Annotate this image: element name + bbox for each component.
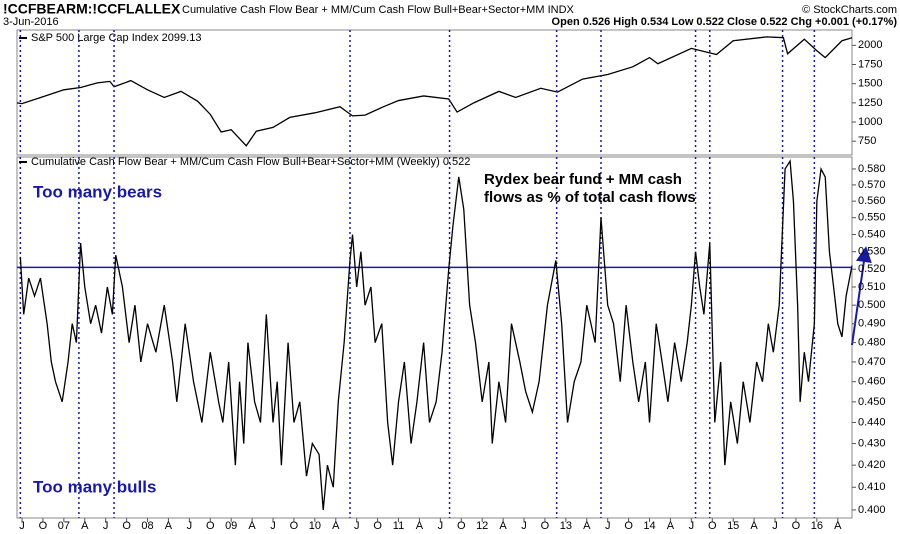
y-tick-label: 0.440 xyxy=(858,416,886,428)
y-tick-label: 0.520 xyxy=(858,263,886,275)
y-tick-label: 0.480 xyxy=(858,337,886,349)
x-tick-label: 07 xyxy=(58,520,70,532)
x-tick-label: 08 xyxy=(141,520,153,532)
legend-label: S&P 500 Large Cap Index 2099.13 xyxy=(31,32,201,44)
x-tick-label: J xyxy=(605,520,611,532)
x-tick-label: 10 xyxy=(309,520,321,532)
y-tick-label: 0.540 xyxy=(858,228,886,240)
arrow xyxy=(851,246,872,346)
x-tick-label: J xyxy=(354,520,360,532)
y-tick-label: 0.580 xyxy=(858,163,886,175)
annotation: Rydex bear fund + MM cash xyxy=(484,171,682,188)
x-tick-label: J xyxy=(270,520,276,532)
x-tick-label: O xyxy=(122,520,131,532)
y-tick-label: 0.530 xyxy=(858,246,886,258)
y-tick-label: 0.570 xyxy=(858,179,886,191)
y-tick-label: 1000 xyxy=(858,116,882,128)
x-tick-label: 13 xyxy=(560,520,572,532)
x-tick-label: A xyxy=(499,520,507,532)
series-line xyxy=(16,36,853,147)
annotation: Too many bulls xyxy=(33,477,156,496)
legend-label: Cumulative Cash Flow Bear + MM/Cum Cash … xyxy=(31,156,470,168)
x-tick-label: J xyxy=(521,520,527,532)
x-tick-label: O xyxy=(290,520,299,532)
x-tick-label: O xyxy=(624,520,633,532)
x-tick-label: A xyxy=(332,520,340,532)
y-tick-label: 2000 xyxy=(858,39,882,51)
x-tick-label: 12 xyxy=(476,520,488,532)
x-tick-label: A xyxy=(667,520,675,532)
x-tick-label: O xyxy=(792,520,801,532)
y-tick-label: 0.400 xyxy=(858,504,886,516)
annotation: flows as % of total cash flows xyxy=(484,189,696,206)
y-tick-label: 1250 xyxy=(858,97,882,109)
y-tick-label: 0.410 xyxy=(858,481,886,493)
x-tick-label: 14 xyxy=(643,520,655,532)
top-panel xyxy=(16,29,853,156)
x-tick-label: A xyxy=(583,520,591,532)
x-tick-label: J xyxy=(187,520,193,532)
series-line xyxy=(19,159,853,510)
x-tick-label: O xyxy=(457,520,466,532)
y-tick-label: 0.450 xyxy=(858,396,886,408)
x-tick-label: 16 xyxy=(811,520,823,532)
x-tick-label: 11 xyxy=(393,520,404,532)
y-tick-label: 0.550 xyxy=(858,212,886,224)
y-tick-label: 1750 xyxy=(858,58,882,70)
x-tick-label: J xyxy=(689,520,695,532)
x-tick-label: J xyxy=(19,520,25,532)
y-tick-label: 0.460 xyxy=(858,376,886,388)
y-tick-label: 0.510 xyxy=(858,281,886,293)
x-tick-label: A xyxy=(165,520,173,532)
y-tick-label: 0.430 xyxy=(858,437,886,449)
quote: Open 0.526 High 0.534 Low 0.522 Close 0.… xyxy=(552,16,898,28)
x-tick-label: O xyxy=(541,520,550,532)
symbol: !CCFBEARM:!CCFLALLEX xyxy=(3,1,181,17)
x-tick-label: 15 xyxy=(727,520,739,532)
x-tick-label: 09 xyxy=(225,520,237,532)
x-tick-label: O xyxy=(373,520,382,532)
y-tick-label: 0.490 xyxy=(858,318,886,330)
x-tick-label: A xyxy=(81,520,89,532)
x-tick-label: A xyxy=(834,520,842,532)
x-tick-label: J xyxy=(103,520,109,532)
source: © StockCharts.com xyxy=(802,4,897,16)
y-tick-label: 0.500 xyxy=(858,299,886,311)
x-tick-label: O xyxy=(206,520,215,532)
x-tick-label: A xyxy=(416,520,424,532)
x-tick-label: J xyxy=(772,520,778,532)
y-tick-label: 750 xyxy=(858,135,876,147)
bottom-panel xyxy=(16,156,853,519)
x-tick-label: O xyxy=(39,520,48,532)
x-tick-label: A xyxy=(750,520,758,532)
x-tick-label: J xyxy=(438,520,444,532)
y-tick-label: 0.560 xyxy=(858,195,886,207)
annotation: Too many bears xyxy=(33,182,162,201)
x-tick-label: A xyxy=(248,520,256,532)
x-tick-label: O xyxy=(708,520,717,532)
description: Cumulative Cash Flow Bear + MM/Cum Cash … xyxy=(182,4,575,16)
y-tick-label: 1500 xyxy=(858,78,882,90)
y-tick-label: 0.470 xyxy=(858,356,886,368)
date: 3-Jun-2016 xyxy=(3,16,59,28)
y-tick-label: 0.420 xyxy=(858,459,886,471)
